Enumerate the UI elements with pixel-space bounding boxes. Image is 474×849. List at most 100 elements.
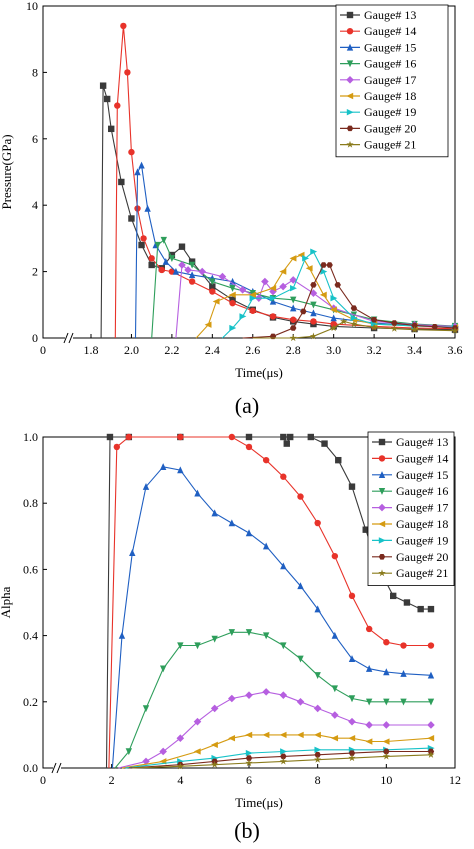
data-point	[228, 694, 236, 703]
y-tick-label: 2	[32, 265, 38, 279]
legend-label: Gauge# 16	[364, 57, 416, 71]
data-point	[188, 271, 196, 279]
data-point	[427, 642, 435, 649]
axis-break	[51, 762, 62, 774]
x-axis-label: Time(μs)	[235, 365, 283, 380]
data-point	[228, 291, 236, 299]
data-point	[245, 629, 253, 636]
series-gauge-15	[111, 463, 435, 769]
data-point	[314, 755, 322, 763]
data-point	[331, 552, 339, 560]
data-point	[245, 691, 253, 699]
data-point	[138, 241, 145, 249]
data-point	[114, 102, 121, 109]
data-point	[168, 251, 176, 259]
data-point	[159, 747, 167, 756]
series-gauge-21	[132, 750, 435, 770]
data-point	[310, 309, 317, 317]
data-point	[193, 748, 201, 755]
legend-label: Gauge# 20	[396, 550, 448, 564]
data-point	[350, 320, 358, 328]
data-point	[178, 261, 186, 269]
data-point	[162, 257, 170, 265]
data-point	[160, 236, 167, 244]
data-point	[330, 320, 337, 328]
data-point	[118, 178, 125, 186]
legend-marker	[346, 109, 354, 116]
data-point	[382, 738, 390, 745]
x-tick-label: 8	[315, 773, 321, 787]
axis-break-mark	[56, 762, 62, 774]
x-tick-label: 3.4	[407, 343, 422, 357]
data-point	[103, 95, 111, 103]
series-line	[151, 239, 456, 339]
data-point	[142, 482, 150, 490]
data-point	[302, 255, 310, 262]
y-tick-label: 0.0	[23, 761, 38, 775]
x-tick-label: 2	[109, 773, 115, 787]
series-gauge-20	[242, 262, 459, 340]
data-point	[176, 762, 184, 770]
data-point	[383, 639, 390, 646]
data-point	[310, 301, 317, 309]
data-point	[305, 265, 313, 272]
data-point	[382, 721, 391, 729]
series-line	[195, 254, 456, 339]
data-point	[209, 278, 216, 286]
data-point	[279, 757, 287, 765]
data-point	[383, 668, 390, 676]
legend-label: Gauge# 20	[364, 121, 416, 135]
legend-label: Gauge# 15	[364, 40, 416, 54]
legend-marker	[346, 140, 354, 148]
data-point	[138, 161, 145, 169]
series-line	[175, 263, 456, 339]
data-point	[331, 631, 339, 639]
data-point	[99, 82, 107, 89]
legend: Gauge# 13 Gauge# 14 Gauge# 15 Gauge# 16 Gaug…	[367, 431, 455, 587]
data-point	[245, 529, 253, 537]
data-point	[172, 267, 180, 275]
series-gauge-16	[114, 629, 435, 769]
data-point	[320, 268, 328, 275]
axis-break	[63, 332, 74, 344]
x-tick-label: 10	[380, 773, 392, 787]
data-point	[348, 750, 356, 756]
data-point	[245, 755, 253, 761]
data-point	[290, 304, 297, 312]
legend-label: Gauge# 14	[364, 24, 416, 38]
data-point	[427, 698, 435, 706]
x-tick-label: 0	[40, 773, 46, 787]
x-tick-label: 0	[40, 343, 46, 357]
x-tick-label: 2.4	[205, 343, 220, 357]
data-point	[329, 306, 337, 313]
axis-break-mark	[68, 332, 74, 344]
series-gauge-21	[252, 317, 459, 342]
data-point	[290, 296, 297, 304]
y-tick-label: 4	[32, 198, 38, 212]
data-point	[228, 519, 236, 527]
data-point	[128, 148, 135, 156]
legend-label: Gauge# 15	[396, 468, 448, 482]
data-point	[262, 632, 270, 640]
data-point	[124, 69, 131, 76]
data-point	[228, 629, 236, 636]
data-point	[229, 277, 236, 285]
data-point	[159, 665, 167, 673]
data-point	[245, 759, 253, 767]
data-point	[198, 267, 207, 276]
data-point	[427, 671, 435, 679]
data-point	[390, 324, 398, 332]
y-tick-label: 8	[32, 65, 38, 79]
y-tick-label: 10	[26, 0, 38, 13]
legend-marker	[378, 520, 386, 528]
y-tick-label: 0.8	[23, 496, 38, 510]
data-point	[279, 731, 287, 739]
panel-b: 0 2 4 6 8 10 12 0.0 0.2 0.4 0.6 0.8 1.0 Time(μs) Alpha…	[0, 430, 461, 843]
data-point	[148, 261, 155, 269]
legend-marker	[378, 471, 386, 478]
y-tick-label: 6	[32, 132, 38, 146]
data-point	[383, 698, 390, 706]
data-point	[410, 325, 419, 333]
data-point	[296, 698, 305, 706]
